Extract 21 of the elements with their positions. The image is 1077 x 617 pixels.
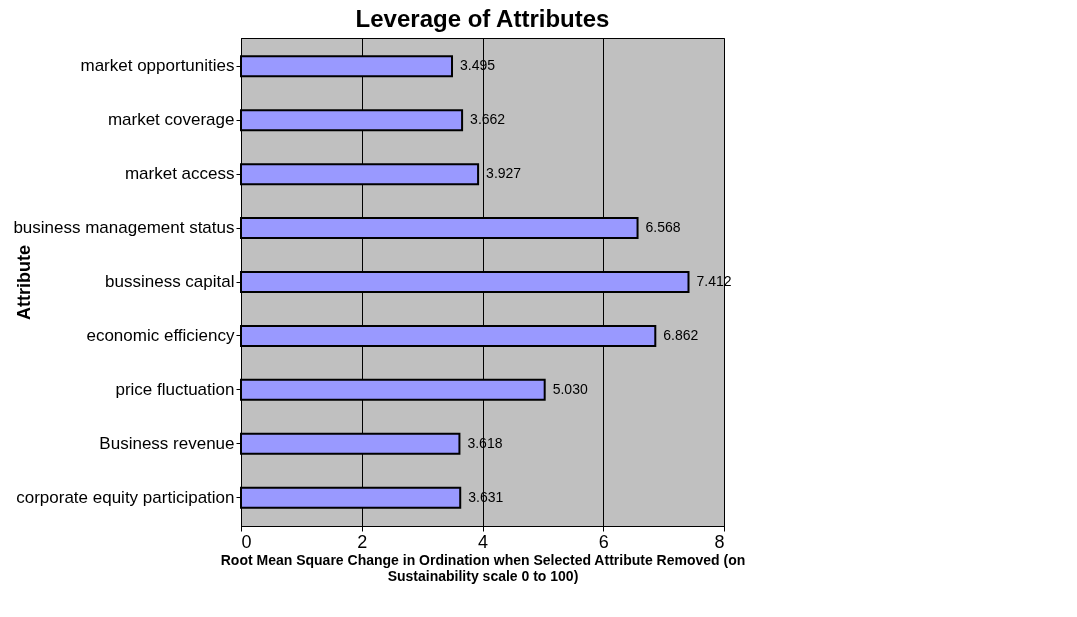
y-tick-label: market coverage [107,110,235,130]
x-tick-label: 6 [598,531,609,552]
y-tick-label: business management status [13,218,235,238]
x-tick-label: 2 [357,531,368,552]
y-axis-title: Attribute [13,245,34,320]
y-tick-label: price fluctuation [115,379,235,399]
x-tick-label: 4 [477,531,489,552]
y-tick-label: corporate equity participation [16,487,235,507]
data-label: 5.030 [552,380,588,397]
data-label: 6.862 [663,326,699,343]
data-label: 3.927 [486,165,522,182]
chart-title: Leverage of Attributes [355,5,610,32]
data-label: 6.568 [645,219,681,236]
y-tick-label: economic efficiency [86,325,235,345]
x-tick-label: 0 [241,531,252,552]
x-axis-title: Root Mean Square Change in Ordination when Selected Attribute Removed (on Sustainability scale 0 to 100) [220,551,746,584]
y-tick-label: bussiness capital [105,272,235,291]
y-tick-label: market access [124,164,235,184]
y-tick-label: Business revenue [99,433,235,453]
x-tick-label: 8 [714,531,725,552]
y-tick-label: market opportunities [80,56,235,76]
